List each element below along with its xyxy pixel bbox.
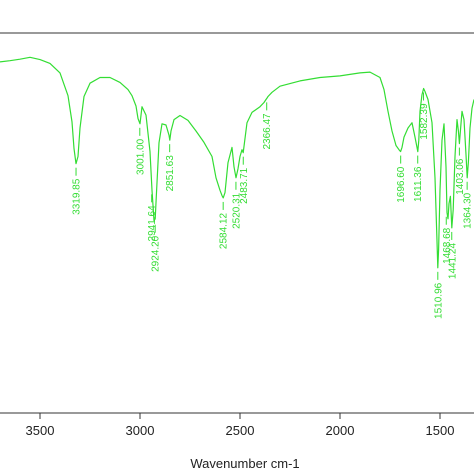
peak-label: 1468.68 xyxy=(442,227,453,264)
peak-label: 2924.20 xyxy=(151,235,162,272)
peak-label: 1403.06 xyxy=(455,158,466,195)
x-tick-label: 2500 xyxy=(226,423,255,438)
x-tick-label: 3500 xyxy=(26,423,55,438)
peak-label: 1582.39 xyxy=(419,103,430,140)
peak-label: 2366.47 xyxy=(262,113,273,150)
x-axis-title: Wavenumber cm-1 xyxy=(190,456,299,471)
peak-label: 2520.31 xyxy=(231,192,242,229)
peak-label: 1696.60 xyxy=(396,166,407,203)
x-tick-label: 2000 xyxy=(326,423,355,438)
x-tick-label: 1500 xyxy=(426,423,455,438)
peak-label: 1441.24 xyxy=(447,243,458,280)
x-ticks: 3500 3000 2500 2000 1500 xyxy=(26,413,455,438)
peak-label: 2584.12 xyxy=(219,212,230,249)
peak-label: 3001.00 xyxy=(135,138,146,175)
x-tick-label: 3000 xyxy=(126,423,155,438)
peak-label: 1364.30 xyxy=(463,192,474,229)
peak-label: 1510.96 xyxy=(433,282,444,319)
spectrum-line xyxy=(0,56,474,269)
peak-label: 3319.85 xyxy=(72,178,83,215)
peak-label: 2851.63 xyxy=(165,155,176,192)
peak-label: 2483.71 xyxy=(239,167,250,204)
spectrum-series xyxy=(0,56,474,269)
peak-label: 2941.64 xyxy=(147,205,158,242)
peak-label: 1611.36 xyxy=(413,166,424,202)
